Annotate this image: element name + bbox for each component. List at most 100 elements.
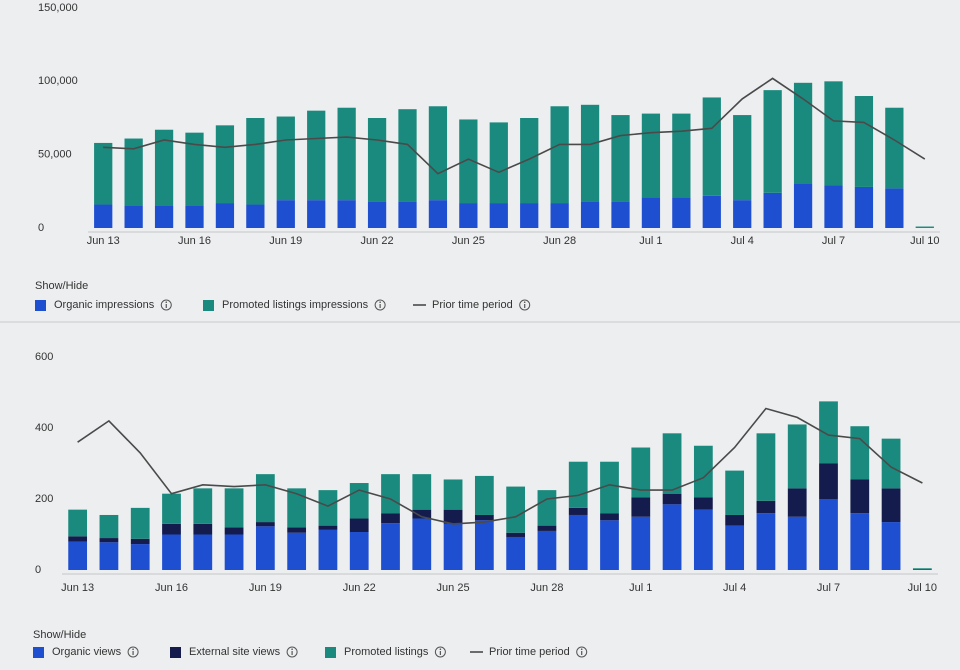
bar-segment bbox=[725, 514, 745, 526]
bar-segment bbox=[68, 541, 88, 570]
bar-segment bbox=[763, 192, 782, 228]
bar-segment bbox=[287, 532, 307, 570]
bar-segment bbox=[398, 109, 417, 202]
bar-segment bbox=[641, 197, 661, 228]
bar-segment bbox=[154, 206, 174, 228]
bar-segment bbox=[474, 520, 494, 570]
bar-segment bbox=[537, 530, 557, 570]
bar-segment bbox=[398, 201, 417, 228]
bar-segment bbox=[885, 188, 904, 228]
bar-segment bbox=[193, 534, 213, 570]
bar-segment bbox=[474, 475, 494, 515]
bar-segment bbox=[318, 525, 338, 530]
legend-swatch[interactable] bbox=[35, 300, 46, 311]
bar-segment bbox=[756, 513, 776, 570]
y-tick-label: 0 bbox=[35, 564, 41, 576]
bar-segment bbox=[307, 200, 326, 228]
bar-segment bbox=[725, 525, 745, 570]
x-tick-label: Jun 19 bbox=[269, 235, 302, 247]
bar-segment bbox=[568, 507, 588, 515]
bar-segment bbox=[850, 479, 870, 514]
legend-label[interactable]: Promoted listings bbox=[344, 646, 429, 658]
x-tick-label: Jun 22 bbox=[361, 235, 394, 247]
bar-segment bbox=[787, 488, 807, 517]
bar-segment bbox=[68, 509, 88, 537]
x-tick-label: Jul 7 bbox=[822, 235, 845, 247]
bar-segment bbox=[641, 113, 661, 198]
x-tick-label: Jun 28 bbox=[543, 235, 576, 247]
bar-segment bbox=[428, 200, 448, 228]
info-icon[interactable] bbox=[519, 299, 531, 311]
bar-segment bbox=[130, 507, 150, 539]
info-icon[interactable] bbox=[576, 646, 588, 658]
bar-segment bbox=[854, 186, 874, 228]
bar-segment bbox=[459, 119, 478, 204]
legend-label[interactable]: Organic views bbox=[52, 646, 122, 658]
legend-swatch[interactable] bbox=[170, 647, 181, 658]
bar-segment bbox=[255, 522, 275, 527]
bar-segment bbox=[307, 110, 326, 201]
x-tick-label: Jun 28 bbox=[530, 582, 563, 594]
legend-label[interactable]: Organic impressions bbox=[54, 299, 155, 311]
x-tick-label: Jun 25 bbox=[437, 582, 470, 594]
bar-segment bbox=[537, 525, 557, 531]
y-tick-label: 150,000 bbox=[38, 2, 78, 14]
bar-segment bbox=[381, 523, 400, 570]
bar-segment bbox=[246, 204, 265, 228]
legend-swatch[interactable] bbox=[33, 647, 44, 658]
bar-segment bbox=[474, 514, 494, 521]
bar-segment bbox=[215, 203, 235, 228]
bar-segment bbox=[854, 96, 874, 187]
bar-segment bbox=[489, 203, 508, 228]
bar-segment bbox=[819, 499, 838, 570]
bar-segment bbox=[162, 493, 181, 524]
bar-segment bbox=[568, 514, 588, 570]
bar-segment bbox=[193, 488, 213, 524]
bar-segment bbox=[915, 226, 934, 228]
info-icon[interactable] bbox=[434, 646, 446, 658]
x-tick-label: Jul 1 bbox=[639, 235, 662, 247]
bar-segment bbox=[702, 195, 721, 228]
legend-title: Show/Hide bbox=[33, 629, 86, 641]
legend-label[interactable]: Prior time period bbox=[489, 646, 570, 658]
info-icon[interactable] bbox=[286, 646, 298, 658]
bar-segment bbox=[349, 518, 369, 533]
x-tick-label: Jun 13 bbox=[87, 235, 120, 247]
y-tick-label: 600 bbox=[35, 351, 53, 363]
legend-label[interactable]: Prior time period bbox=[432, 299, 513, 311]
y-tick-label: 100,000 bbox=[38, 75, 78, 87]
bar-segment bbox=[246, 118, 265, 205]
x-tick-label: Jun 16 bbox=[155, 582, 188, 594]
bar-segment bbox=[550, 203, 569, 228]
bar-segment bbox=[824, 81, 843, 186]
bar-segment bbox=[881, 438, 901, 489]
bar-segment bbox=[631, 516, 651, 570]
bar-segment bbox=[276, 116, 295, 201]
bar-segment bbox=[443, 479, 463, 510]
info-icon[interactable] bbox=[160, 299, 172, 311]
legend-label[interactable]: External site views bbox=[189, 646, 281, 658]
bar-segment bbox=[672, 197, 691, 228]
bar-segment bbox=[631, 447, 651, 498]
y-tick-label: 50,000 bbox=[38, 149, 72, 161]
bar-segment bbox=[506, 532, 526, 537]
bar-segment bbox=[611, 201, 630, 228]
info-icon[interactable] bbox=[127, 646, 139, 658]
x-tick-label: Jul 4 bbox=[731, 235, 754, 247]
legend-label[interactable]: Promoted listings impressions bbox=[222, 299, 369, 311]
legend-swatch[interactable] bbox=[203, 300, 214, 311]
bar-segment bbox=[162, 534, 181, 570]
legend-swatch[interactable] bbox=[325, 647, 336, 658]
bar-segment bbox=[912, 569, 932, 570]
bar-segment bbox=[99, 538, 119, 543]
bar-segment bbox=[94, 142, 113, 205]
bar-segment bbox=[185, 206, 204, 228]
bar-segment bbox=[68, 536, 88, 542]
bar-segment bbox=[662, 504, 682, 570]
bar-segment bbox=[600, 513, 619, 521]
bar-segment bbox=[381, 474, 400, 514]
bar-segment bbox=[276, 200, 295, 228]
info-icon[interactable] bbox=[374, 299, 386, 311]
bar-segment bbox=[154, 129, 174, 206]
